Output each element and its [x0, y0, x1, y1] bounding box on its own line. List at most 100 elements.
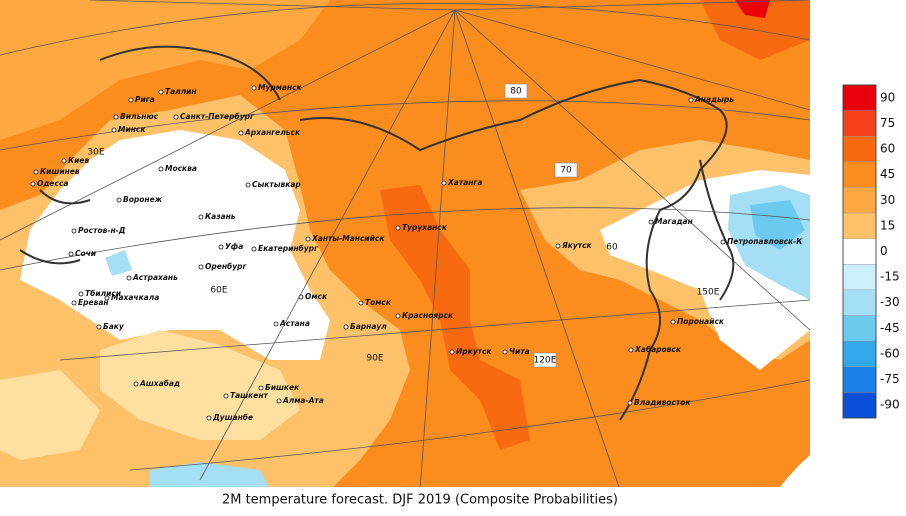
city-dot — [449, 349, 455, 355]
city-label: Томск — [365, 298, 392, 307]
colorbar-swatch — [842, 161, 877, 188]
city-label: Якутск — [561, 241, 593, 250]
city-label: Красноярск — [402, 311, 454, 320]
city-dot — [223, 393, 229, 399]
city-dot — [238, 130, 244, 136]
field-zone — [105, 250, 132, 276]
city-dot — [61, 158, 67, 164]
colorbar-label: 90 — [880, 90, 895, 104]
city-label: Таллин — [165, 87, 197, 96]
colorbar-frame — [842, 84, 877, 419]
city-dot — [720, 239, 726, 245]
city-dot — [502, 349, 508, 355]
city-label: Иркутск — [456, 347, 492, 356]
city-label: Хабаровск — [634, 345, 682, 354]
city-dot — [78, 291, 84, 297]
city-dot — [251, 246, 257, 252]
city-label: Санкт-Петербург — [180, 112, 255, 121]
field-zone — [150, 462, 270, 487]
city-label: Архангельск — [244, 128, 301, 137]
city-dot — [128, 97, 134, 103]
city-label: Петропавловск-К — [727, 237, 803, 246]
city-label: Сыктывкар — [252, 180, 301, 189]
city-dot — [298, 294, 304, 300]
city-label: Анадырь — [694, 95, 734, 104]
colorbar-label: 75 — [880, 116, 895, 130]
city-label: Екатеринбург — [258, 244, 319, 253]
colorbar-label: -30 — [880, 295, 900, 309]
colorbar-swatch — [842, 110, 877, 137]
colorbar-swatch — [842, 212, 877, 239]
city-dot — [343, 324, 349, 330]
coastline — [19, 45, 735, 421]
city-label: Баку — [103, 322, 125, 331]
colorbar-label: -45 — [880, 321, 900, 335]
colorbar-swatch — [842, 84, 877, 111]
colorbar-label: 60 — [880, 142, 895, 156]
map-caption: 2M temperature forecast. DJF 2019 (Compo… — [222, 493, 618, 508]
city-dot — [206, 415, 212, 421]
city-label: Киев — [68, 156, 89, 165]
city-label: Барнаул — [350, 322, 387, 331]
colorbar-label: 15 — [880, 218, 895, 232]
grid-label: 60E — [210, 286, 227, 296]
colorbar-swatch — [842, 315, 877, 342]
field-zone — [735, 0, 770, 18]
colorbar-swatch — [842, 289, 877, 316]
field-zone — [0, 370, 100, 460]
city-dot — [68, 251, 74, 257]
city-dot — [218, 244, 224, 250]
city-dot — [305, 236, 311, 242]
city-label: Астана — [279, 319, 310, 328]
city-dot — [71, 300, 77, 306]
city-label: Ашхабад — [139, 379, 180, 388]
city-dot — [104, 295, 110, 301]
city-dot — [395, 313, 401, 319]
field-zone — [0, 0, 330, 140]
city-dot — [670, 319, 676, 325]
grid-label: 90E — [366, 354, 383, 364]
grid-label-box — [504, 83, 528, 99]
grid-label: 80 — [510, 87, 522, 97]
city-dot — [158, 166, 164, 172]
grid-label: 70 — [560, 166, 572, 176]
colorbar-swatch — [842, 366, 877, 393]
city-dot — [441, 180, 447, 186]
city-label: Оренбург — [205, 262, 248, 271]
city-dot — [133, 381, 139, 387]
colorbar-label: -15 — [880, 270, 900, 284]
city-dot — [30, 181, 36, 187]
city-label: Сочи — [75, 249, 97, 258]
field-zone — [20, 130, 330, 360]
city-label: Магадан — [655, 217, 693, 226]
city-label: Чита — [509, 347, 530, 356]
city-label: Минск — [118, 125, 146, 134]
city-label: Душанбе — [212, 413, 253, 422]
city-dot — [258, 385, 264, 391]
city-dot — [555, 243, 561, 249]
city-label: Ханты-Мансийск — [311, 234, 385, 243]
grid-label: 60 — [606, 243, 618, 253]
city-dot — [627, 400, 633, 406]
city-label: Ереван — [78, 298, 109, 307]
colorbar-swatch — [842, 187, 877, 214]
city-label: Уфа — [225, 242, 243, 251]
city-dot — [173, 114, 179, 120]
city-dot — [198, 264, 204, 270]
city-label: Ташкент — [230, 391, 269, 400]
colorbar-swatch — [842, 340, 877, 367]
city-dot — [198, 214, 204, 220]
field-zone — [750, 200, 805, 250]
city-dot — [251, 85, 257, 91]
city-dot — [158, 89, 164, 95]
colorbar-label: 30 — [880, 193, 895, 207]
colorbar-label: 45 — [880, 167, 895, 181]
city-dot — [245, 182, 251, 188]
city-dot — [628, 347, 634, 353]
city-label: Кишинев — [40, 167, 80, 176]
city-dot — [116, 197, 122, 203]
colorbar-label: -90 — [880, 398, 900, 412]
grid-label: 150E — [697, 288, 720, 298]
city-dot — [96, 324, 102, 330]
city-dot — [33, 169, 39, 175]
